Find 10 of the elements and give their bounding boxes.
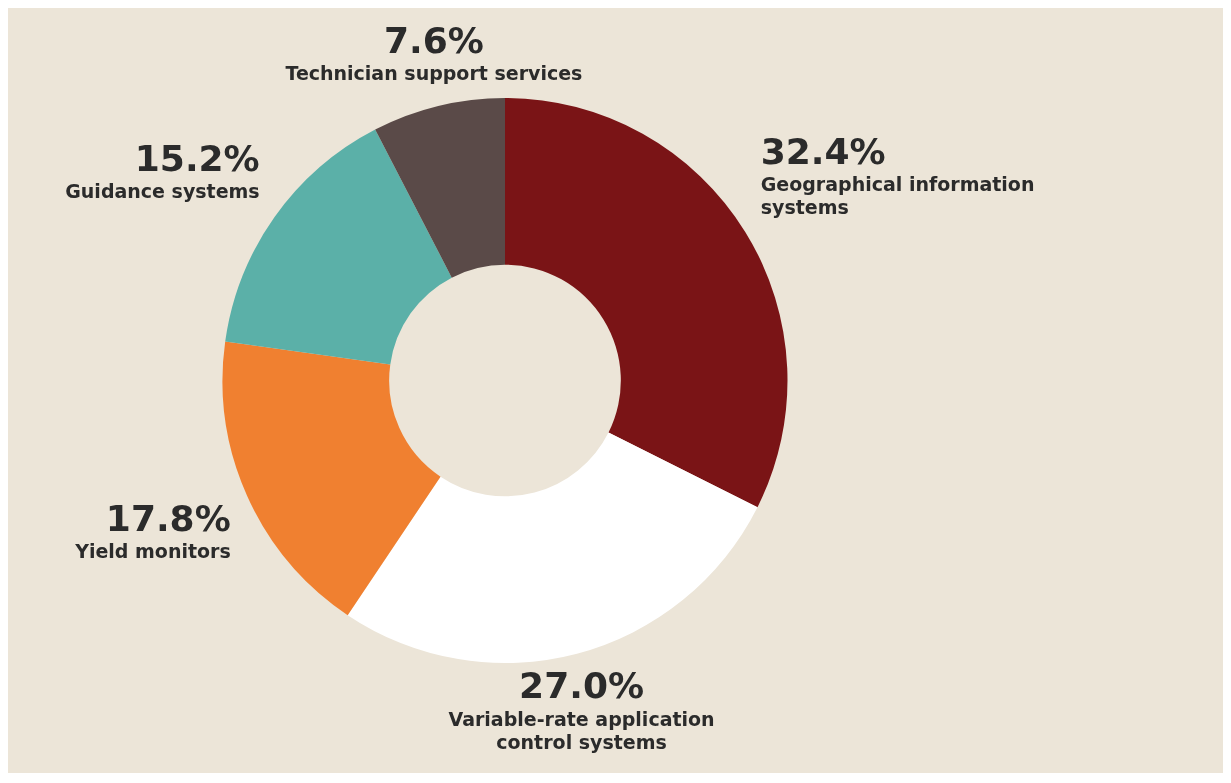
data-label: 32.4%: [760, 131, 886, 173]
slice-label: Technician support services: [285, 61, 583, 84]
slice-label: Yield monitors: [74, 539, 231, 562]
slice-label: Variable-rate application control systems: [448, 707, 715, 753]
data-label: 17.8%: [105, 497, 231, 539]
data-label: 27.0%: [519, 665, 645, 707]
data-label: 15.2%: [134, 138, 260, 180]
slice-label: Guidance systems: [65, 180, 260, 203]
data-label: 7.6%: [384, 19, 484, 61]
slice-label: Geographical information systems: [760, 173, 1035, 219]
